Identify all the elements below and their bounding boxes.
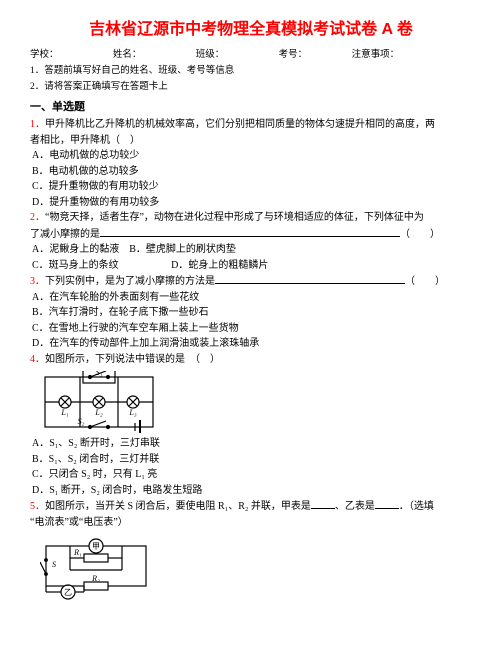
label-s2: S₂: [78, 417, 85, 426]
q3-opt-c: C．在雪地上行驶的汽车空车厢上装上一些货物: [30, 322, 472, 337]
circuit-diagram-2: 甲 乙 S R₁ R₂: [40, 534, 472, 600]
question-4: 4．如图所示，下列说法中错误的是 （ ）: [30, 353, 472, 368]
q1-opt-b: B．电动机做的总功较多: [30, 165, 472, 180]
label-jia: 甲: [92, 542, 100, 551]
class-label: 班级：: [196, 50, 225, 60]
q2-row-cd: C．斑马身上的条纹 D．蛇身上的粗糙鳞片: [30, 259, 472, 274]
page-title: 吉林省辽源市中考物理全真模拟考试试卷 A 卷: [30, 18, 472, 41]
label-r2: R₂: [91, 574, 100, 583]
name-label: 姓名：: [113, 50, 142, 60]
q2-opt-a: A．泥鳅身上的黏液: [32, 244, 119, 255]
q2-stem-row: 了减小摩擦的是 （ ）: [30, 227, 472, 243]
label-l2: L₂: [94, 408, 102, 417]
title-text: 吉林省辽源市中考物理全真模拟考试试卷 A 卷: [89, 21, 413, 38]
info-row-fields: 学校： 姓名： 班级： 考号： 注意事项：: [30, 49, 472, 63]
q3-tail: （ ）: [405, 276, 445, 287]
label-s1: S₁: [96, 371, 103, 377]
q3-stem: 下列实例中，是为了减小摩擦的方法是: [45, 276, 215, 287]
question-3: 3．下列实例中，是为了减小摩擦的方法是 （ ）: [30, 274, 472, 290]
q4-opt-a: A．S₁、S₂ 断开时，三灯串联: [30, 437, 472, 452]
info-line-1: 1．答题前填写好自己的姓名、班级、考号等信息: [30, 65, 472, 79]
q3-opt-b: B．汽车打滑时，在轮子底下撒一些砂石: [30, 306, 472, 321]
q1-num: 1．: [30, 119, 45, 130]
q2-stem-a: “物竞天择，适者生存”，动物在进化过程中形成了与环境相适应的体征，下列体征中为: [45, 212, 424, 223]
q2-num: 2．: [30, 212, 45, 223]
q2-row-ab: A．泥鳅身上的黏液 B．壁虎脚上的刷状肉垫: [30, 243, 472, 258]
school-label: 学校：: [30, 50, 59, 60]
q1-opt-a: A．电动机做的总功较少: [30, 149, 472, 164]
q5-stem-c: ．（选填: [399, 501, 434, 512]
notice-label: 注意事项：: [352, 50, 400, 60]
q2-stem-b: 了减小摩擦的是: [30, 229, 100, 240]
circuit-diagram-1: S₁ L₁ L₂ L₃ S₂: [40, 371, 472, 433]
q1-opt-d: D．提升重物做的有用功较多: [30, 196, 472, 211]
q4-stem: 如图所示，下列说法中错误的是 （ ）: [45, 354, 220, 365]
q4-opt-b: B．S₁、S₂ 闭合时，三灯并联: [30, 453, 472, 468]
label-l3: L₃: [128, 408, 136, 417]
label-l1: L₁: [60, 408, 68, 417]
q2-opt-b: B．壁虎脚上的刷状肉垫: [129, 244, 236, 255]
q1-stem-a: 甲升降机比乙升降机的机械效率高，它们分别把相同质量的物体匀速提升相同的高度，两: [45, 119, 435, 130]
label-yi: 乙: [64, 588, 72, 597]
q2-tail: （ ）: [400, 229, 440, 240]
label-r1: R₁: [73, 548, 82, 557]
q3-opt-a: A．在汽车轮胎的外表面刻有一些花纹: [30, 291, 472, 306]
question-2: 2．“物竞天择，适者生存”，动物在进化过程中形成了与环境相适应的体征，下列体征中…: [30, 211, 472, 226]
examno-label: 考号：: [279, 50, 308, 60]
q4-opt-d: D．S₁ 断开，S₂ 闭合时，电路发生短路: [30, 484, 472, 499]
question-5: 5．如图所示，当开关 S 闭合后，要使电阻 R₁、R₂ 并联，甲表是 、乙表是 ．（…: [30, 499, 472, 515]
question-1: 1．甲升降机比乙升降机的机械效率高，它们分别把相同质量的物体匀速提升相同的高度，…: [30, 118, 472, 133]
q5-num: 5．: [30, 501, 45, 512]
q2-opt-c: C．斑马身上的条纹: [32, 260, 119, 271]
q1-opt-c: C．提升重物做的有用功较少: [30, 180, 472, 195]
info-line-2: 2．请将答案正确填写在答题卡上: [30, 81, 472, 95]
label-s: S: [52, 560, 56, 569]
q5-stem-b: 、乙表是: [335, 501, 375, 512]
q4-num: 4．: [30, 354, 45, 365]
section-1-head: 一、单选题: [30, 100, 472, 116]
q4-opt-c: C．只闭合 S₂ 时，只有 L₁ 亮: [30, 468, 472, 483]
q5-stem-a: 如图所示，当开关 S 闭合后，要使电阻 R₁、R₂ 并联，甲表是: [45, 501, 311, 512]
q2-opt-d: D．蛇身上的粗糙鳞片: [171, 260, 268, 271]
q3-opt-d: D．在汽车的传动部件上加上润滑油或装上滚珠轴承: [30, 337, 472, 352]
q1-stem-b: 者相比，甲升降机（ ）: [30, 134, 472, 149]
q3-num: 3．: [30, 276, 45, 287]
q5-stem-d: “电流表”或“电压表”）: [30, 516, 472, 531]
